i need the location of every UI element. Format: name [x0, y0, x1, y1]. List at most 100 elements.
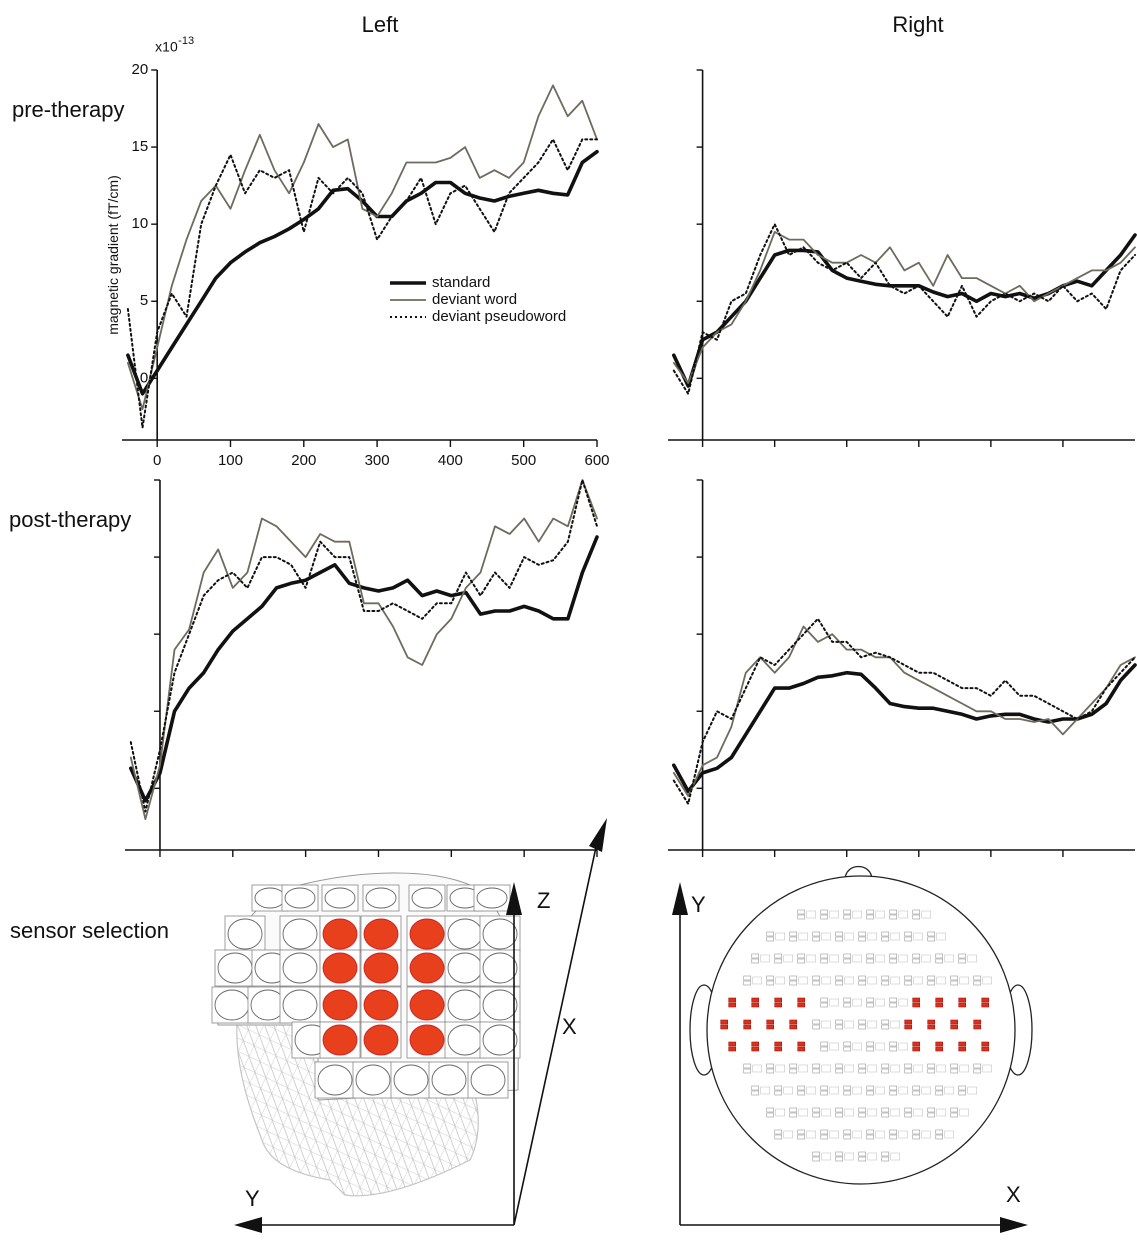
sensor	[812, 980, 821, 986]
sensor	[797, 1085, 806, 1091]
sensor-tag	[852, 910, 862, 919]
sensor	[743, 975, 752, 981]
sensor	[766, 980, 775, 986]
sensor-tag	[890, 1152, 900, 1161]
legend-label: deviant pseudoword	[432, 308, 566, 325]
sensor-tag	[944, 954, 954, 963]
sensor	[927, 975, 936, 981]
selected-sensor	[981, 1041, 990, 1047]
sensor-tag	[852, 1130, 862, 1139]
series-line	[672, 617, 1136, 805]
sensor	[950, 1063, 959, 1069]
selected-sensor	[935, 1041, 944, 1047]
sensor-tag	[752, 976, 762, 985]
sensor-tag	[875, 998, 885, 1007]
sensor-tag	[798, 932, 808, 941]
sensor-tag	[921, 1086, 931, 1095]
line-chart	[125, 479, 599, 857]
row-label: sensor selection	[10, 918, 169, 943]
sensor	[904, 1107, 913, 1113]
sensor	[927, 1068, 936, 1074]
sensor	[797, 1129, 806, 1135]
column-title: Left	[362, 12, 399, 37]
sensor	[858, 931, 867, 937]
axis-label: Y	[245, 1186, 260, 1211]
sensor	[843, 997, 852, 1003]
selected-sensor	[973, 1024, 982, 1030]
sensor	[843, 958, 852, 964]
series-line	[672, 223, 1136, 395]
series-line	[126, 138, 598, 429]
sensor	[973, 975, 982, 981]
selected-sensor	[766, 1019, 775, 1025]
sensor	[889, 997, 898, 1003]
sensor-tag	[936, 932, 946, 941]
sensor	[889, 1134, 898, 1140]
selected-sensor	[981, 1046, 990, 1052]
x-tick-label: 0	[153, 452, 161, 469]
line-chart	[668, 69, 1137, 447]
sensor	[881, 980, 890, 986]
selected-sensor	[322, 918, 358, 950]
sensor	[927, 936, 936, 942]
sensor	[889, 958, 898, 964]
sensor-tag	[867, 1108, 877, 1117]
sensor	[881, 936, 890, 942]
selected-sensor	[720, 1024, 729, 1030]
sensor	[843, 909, 852, 915]
sensor-tag	[913, 976, 923, 985]
series-line	[129, 479, 598, 821]
selected-sensor	[728, 997, 737, 1003]
sensor	[789, 1107, 798, 1113]
sensor	[881, 931, 890, 937]
sensor-tag	[829, 1042, 839, 1051]
y-tick-label: 5	[140, 292, 148, 309]
sensor-tag	[798, 976, 808, 985]
selected-sensor	[927, 1024, 936, 1030]
sensor-tag	[875, 1042, 885, 1051]
sensor	[843, 914, 852, 920]
selected-sensor	[774, 1046, 783, 1052]
sensor	[843, 1046, 852, 1052]
selected-sensor	[789, 1019, 798, 1025]
sensor-tag	[944, 1130, 954, 1139]
sensor	[797, 909, 806, 915]
series-line	[127, 84, 598, 411]
sensor	[774, 958, 783, 964]
x-tick-label: 500	[511, 452, 536, 469]
sensor	[858, 1112, 867, 1118]
sensor	[447, 952, 483, 984]
sensor	[317, 1064, 353, 1096]
sensor	[881, 1019, 890, 1025]
sensor	[789, 936, 798, 942]
sensor	[797, 1090, 806, 1096]
sensor-tag	[829, 910, 839, 919]
sensor-tag	[829, 954, 839, 963]
sensor	[820, 1134, 829, 1140]
sensor-tag	[921, 910, 931, 919]
sensor	[751, 1085, 760, 1091]
sensor-tag	[890, 932, 900, 941]
sensor	[866, 1002, 875, 1008]
sensor	[774, 1085, 783, 1091]
sensor	[470, 1064, 506, 1096]
sensor-tag	[821, 1064, 831, 1073]
axis-label: X	[562, 1014, 577, 1039]
sensor	[812, 1112, 821, 1118]
sensor	[835, 1112, 844, 1118]
sensor	[858, 975, 867, 981]
sensor	[935, 953, 944, 959]
selected-sensor	[797, 1046, 806, 1052]
sensor	[889, 1046, 898, 1052]
selected-sensor	[958, 1002, 967, 1008]
sensor	[835, 1063, 844, 1069]
sensor	[835, 1019, 844, 1025]
sensor	[912, 1085, 921, 1091]
sensor-tag	[867, 932, 877, 941]
selected-sensor	[973, 1019, 982, 1025]
sensor	[766, 1107, 775, 1113]
sensor-tag	[959, 1064, 969, 1073]
sensor-tag	[821, 976, 831, 985]
sensor	[889, 1085, 898, 1091]
